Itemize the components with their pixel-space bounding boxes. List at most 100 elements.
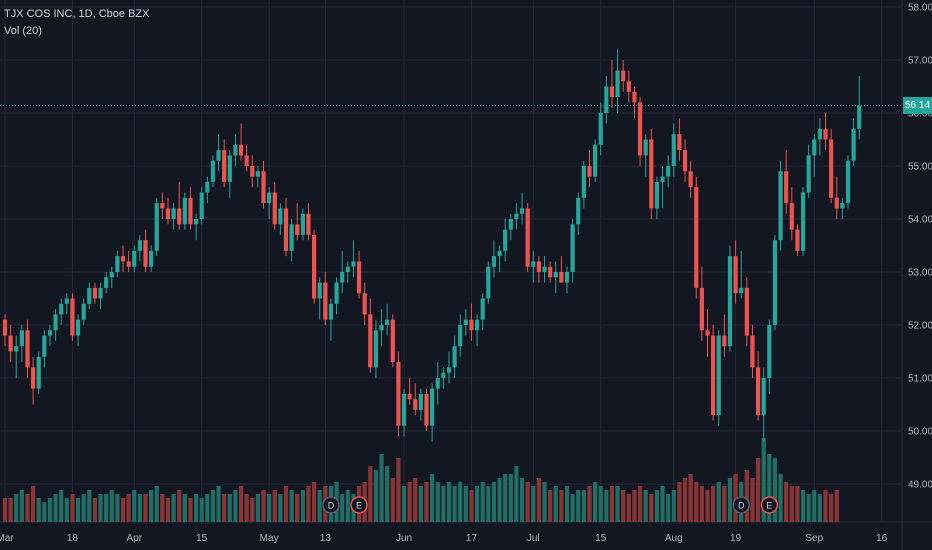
volume-bar xyxy=(87,490,92,522)
candle-body xyxy=(474,319,480,331)
candle-body xyxy=(458,325,463,347)
candle-body xyxy=(137,240,142,251)
candle-body xyxy=(812,139,817,156)
time-tick-label: 19 xyxy=(730,533,742,544)
volume-bar xyxy=(733,474,738,522)
volume-bar xyxy=(767,454,772,522)
volume-bar xyxy=(587,486,592,522)
marker-label: D xyxy=(738,501,745,511)
volume-bar xyxy=(42,502,47,522)
candle-body xyxy=(744,287,749,336)
candle-body xyxy=(109,272,114,278)
candle-body xyxy=(272,192,277,225)
volume-bar xyxy=(373,470,379,522)
price-tick-label: 52.00 xyxy=(908,321,932,332)
candle-body xyxy=(755,367,761,416)
volume-bar xyxy=(626,494,631,522)
volume-bar xyxy=(283,486,289,522)
candle-body xyxy=(278,208,283,225)
candle-body xyxy=(840,203,845,209)
volume-bar xyxy=(817,494,822,522)
candle-body xyxy=(295,224,300,235)
volume-bar xyxy=(688,474,693,522)
volume-bar xyxy=(834,490,839,522)
candle-body xyxy=(149,250,154,267)
time-tick-label: Jul xyxy=(527,533,540,544)
candle-body xyxy=(132,250,137,267)
candle-body xyxy=(373,330,379,368)
symbol-title[interactable]: TJX COS INC, 1D, Cboe BZX xyxy=(4,8,150,20)
candle-body xyxy=(31,367,36,389)
candle-body xyxy=(14,346,19,352)
volume-bar xyxy=(261,490,266,522)
volume-bar xyxy=(435,482,440,522)
candle-body xyxy=(643,139,648,156)
candle-body xyxy=(767,325,772,378)
candle-body xyxy=(604,86,609,113)
volume-bar xyxy=(536,478,541,522)
price-tick-label: 54.00 xyxy=(908,215,932,226)
candle-body xyxy=(637,102,643,156)
candle-body xyxy=(750,335,755,368)
volume-bar xyxy=(654,490,660,522)
candle-body xyxy=(845,160,851,204)
volume-bar xyxy=(312,482,317,522)
candle-body xyxy=(104,277,109,288)
candle-body xyxy=(508,219,513,230)
volume-bar xyxy=(81,494,86,522)
candle-body xyxy=(154,203,159,251)
candle-body xyxy=(182,197,187,225)
volume-bar xyxy=(182,494,187,522)
volume-bar xyxy=(480,482,485,522)
volume-bar xyxy=(64,498,69,522)
candle-body xyxy=(210,160,216,182)
candle-body xyxy=(143,240,148,267)
candle-body xyxy=(53,314,58,331)
volume-bar xyxy=(593,482,598,522)
volume-bar xyxy=(446,482,452,522)
price-tick-label: 58.00 xyxy=(908,3,932,14)
volume-bar xyxy=(413,478,418,522)
volume-bar xyxy=(272,490,277,522)
time-tick-label: 18 xyxy=(67,533,79,544)
volume-bar xyxy=(250,498,255,522)
candle-body xyxy=(98,287,103,299)
volume-bar xyxy=(149,490,154,522)
earnings-marker xyxy=(350,496,368,514)
volume-bar xyxy=(458,482,463,522)
candle-body xyxy=(542,266,547,272)
volume-bar xyxy=(497,478,502,522)
volume-bar xyxy=(407,482,412,522)
candle-body xyxy=(632,91,637,103)
time-tick-label: 13 xyxy=(320,533,332,544)
volume-bar xyxy=(637,486,643,522)
candle-body xyxy=(368,314,373,368)
volume-indicator-label[interactable]: Vol (20) xyxy=(4,25,42,37)
candle-body xyxy=(800,192,806,251)
volume-bar xyxy=(525,482,530,522)
time-axis[interactable]: Mar 18 Apr 15 May 13 Jun 17 Jul 15 Aug 19 Sep 16 xyxy=(0,533,888,544)
volume-bar xyxy=(750,478,755,522)
candle-body xyxy=(407,393,412,400)
candle-body xyxy=(81,303,86,320)
volume-bar xyxy=(120,498,126,522)
volume-bar xyxy=(441,486,446,522)
candle-body xyxy=(463,319,468,325)
candle-body xyxy=(666,166,671,177)
chart-overlay xyxy=(0,105,902,107)
volume-bar xyxy=(559,490,564,522)
volume-bar xyxy=(486,486,491,522)
volume-bar xyxy=(109,490,114,522)
volume-bar xyxy=(755,458,761,522)
candle-body xyxy=(401,393,407,426)
dividend-marker xyxy=(732,496,750,514)
volume-bar xyxy=(143,494,148,522)
volume-bar xyxy=(570,494,575,522)
volume-bar xyxy=(772,458,778,522)
volume-bar xyxy=(744,470,749,522)
candle-body xyxy=(671,134,676,166)
volume-bar xyxy=(542,482,547,522)
candle-body xyxy=(716,335,721,416)
